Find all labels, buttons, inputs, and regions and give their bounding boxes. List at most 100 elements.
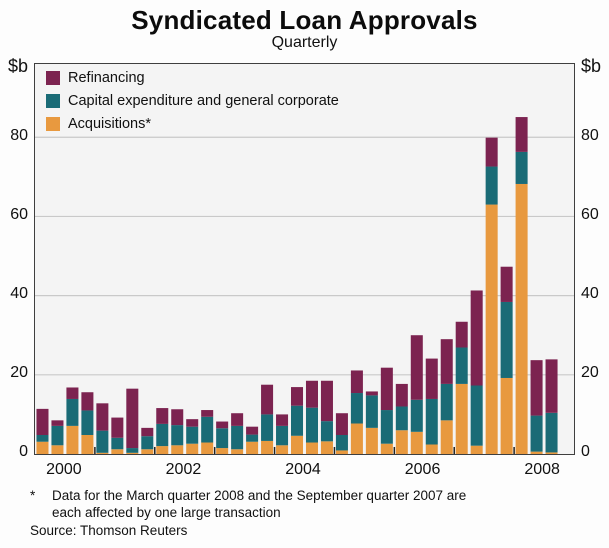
bar-segment xyxy=(51,425,64,446)
chart-title: Syndicated Loan Approvals xyxy=(131,5,478,35)
bar-segment xyxy=(126,388,139,449)
bar-segment xyxy=(81,410,94,435)
bar-segment xyxy=(81,392,94,411)
bar-segment xyxy=(305,442,318,454)
bar-segment xyxy=(216,428,229,449)
bar-segment xyxy=(425,358,438,399)
bar-segment xyxy=(231,449,244,454)
bar-segment xyxy=(261,414,274,441)
bar-segment xyxy=(380,410,393,444)
bar-segment xyxy=(515,117,528,152)
bar-segment xyxy=(380,443,393,454)
x-tick-label: 2004 xyxy=(285,461,321,478)
bar-segment xyxy=(186,419,199,427)
bar-segment xyxy=(246,426,259,435)
bar-segment xyxy=(261,384,274,415)
bar-segment xyxy=(305,407,318,443)
bar-segment xyxy=(201,442,214,454)
bar-segment xyxy=(545,452,558,454)
stacked-bar-chart xyxy=(35,117,574,454)
plot-area xyxy=(34,63,575,455)
x-tick-label: 2006 xyxy=(404,461,441,478)
bar-segment xyxy=(380,367,393,411)
legend-label: Refinancing xyxy=(68,70,145,86)
bar-segment xyxy=(171,409,184,426)
bar-segment xyxy=(320,421,333,442)
y-tick-label-left: 20 xyxy=(10,364,28,381)
source-note: Source: Thomson Reuters xyxy=(30,523,188,538)
bar-segment xyxy=(156,423,169,447)
y-unit-label-right: $b xyxy=(581,56,602,76)
bar-segment xyxy=(395,430,408,454)
y-unit-label-left: $b xyxy=(7,56,28,76)
bar-segment xyxy=(36,434,49,442)
bar-segment xyxy=(246,441,259,454)
bar-segment xyxy=(440,383,453,421)
legend-label: Capital expenditure and general corporat… xyxy=(68,93,339,109)
legend-item: Acquisitions* xyxy=(46,116,339,132)
bar-segment xyxy=(350,370,363,394)
bar-segment xyxy=(350,393,363,424)
bar-segment xyxy=(350,423,363,454)
bar-segment xyxy=(455,383,468,454)
bar-segment xyxy=(320,380,333,422)
bar-segment xyxy=(530,415,543,452)
y-tick-label-right: 0 xyxy=(581,443,590,460)
bar-segment xyxy=(515,183,528,454)
bar-segment xyxy=(365,395,378,428)
bar-segment xyxy=(51,420,64,426)
bar-segment xyxy=(425,398,438,445)
bar-segment xyxy=(201,410,214,417)
bar-segment xyxy=(500,377,513,454)
y-tick-label-left: 40 xyxy=(10,285,28,303)
bar-segment xyxy=(455,321,468,348)
bar-segment xyxy=(186,443,199,454)
bar-segment xyxy=(96,403,109,431)
legend-swatch-icon xyxy=(46,117,60,131)
bar-segment xyxy=(335,450,348,454)
bar-segment xyxy=(395,383,408,407)
legend: Refinancing Capital expenditure and gener… xyxy=(46,70,339,139)
bar-segment xyxy=(320,441,333,454)
bar-segment xyxy=(36,408,49,435)
bar-segment xyxy=(410,399,423,432)
bar-segment xyxy=(216,421,229,429)
bar-segment xyxy=(201,416,214,443)
bar-segment xyxy=(126,448,139,453)
bar-segment xyxy=(291,405,304,436)
y-tick-label-right: 80 xyxy=(581,127,599,145)
x-tick-label: 2002 xyxy=(165,461,202,478)
bar-segment xyxy=(96,430,109,453)
bar-segment xyxy=(231,413,244,426)
legend-item: Capital expenditure and general corporat… xyxy=(46,93,339,109)
bar-segment xyxy=(51,445,64,454)
bar-segment xyxy=(81,434,94,454)
x-tick-label: 2000 xyxy=(46,461,82,478)
bar-segment xyxy=(530,360,543,416)
bar-segment xyxy=(530,451,543,454)
bar-segment xyxy=(111,437,124,450)
bar-segment xyxy=(171,445,184,454)
bar-segment xyxy=(455,347,468,384)
bar-segment xyxy=(276,414,289,426)
y-tick-label-right: 60 xyxy=(581,206,599,224)
bar-segment xyxy=(186,426,199,444)
bar-segment xyxy=(470,445,483,454)
bar-segment xyxy=(440,420,453,454)
bar-segment xyxy=(156,408,169,424)
bar-segment xyxy=(365,427,378,454)
bar-segment xyxy=(515,151,528,184)
y-tick-label-left: 80 xyxy=(10,127,28,145)
bar-segment xyxy=(545,412,558,453)
bar-segment xyxy=(365,391,378,396)
bar-segment xyxy=(36,441,49,454)
bar-segment xyxy=(96,452,109,454)
bar-segment xyxy=(216,448,229,454)
bar-segment xyxy=(500,301,513,378)
bar-segment xyxy=(141,449,154,454)
y-tick-label-left: 0 xyxy=(19,443,28,460)
footnote-marker: * xyxy=(30,488,36,503)
bar-segment xyxy=(335,413,348,435)
bar-segment xyxy=(291,435,304,454)
